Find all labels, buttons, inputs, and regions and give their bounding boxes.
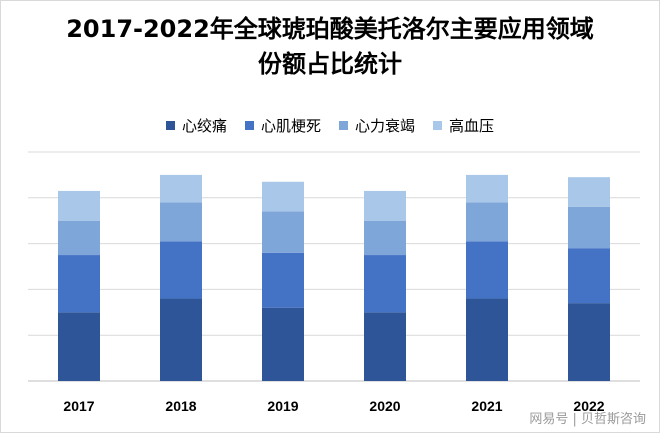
x-tick-label-2017: 2017 <box>63 398 94 414</box>
legend-swatch-hypertension <box>433 121 443 130</box>
bar-segment-2020-series-3 <box>364 190 406 221</box>
bar-segment-2019-series-2 <box>262 211 304 253</box>
legend-label-angina: 心绞痛 <box>181 117 227 135</box>
bar-segment-2019-series-3 <box>262 181 304 212</box>
bar-segment-2020-series-0 <box>364 312 406 381</box>
chart-title-line1: 2017-2022年全球琥珀酸美托洛尔主要应用领域 <box>66 15 594 43</box>
legend-swatch-myocardial-infarction <box>244 121 254 130</box>
bar-segment-2018-series-0 <box>160 298 202 381</box>
x-tick-label-2020: 2020 <box>369 398 400 414</box>
bar-segment-2020-series-1 <box>364 255 406 313</box>
bar-segment-2021-series-1 <box>466 241 508 299</box>
bar-segment-2020-series-2 <box>364 220 406 256</box>
bar-segment-2017-series-1 <box>58 255 100 313</box>
legend-label-myocardial-infarction: 心肌梗死 <box>260 117 321 135</box>
bar-segment-2022-series-2 <box>568 206 610 249</box>
bar-segment-2022-series-1 <box>568 248 610 304</box>
x-tick-label-2019: 2019 <box>267 398 298 414</box>
bar-segment-2021-series-0 <box>466 298 508 381</box>
legend-item-hypertension: 高血压 <box>433 115 494 136</box>
chart-title-line2: 份额占比统计 <box>258 50 402 78</box>
legend-item-angina: 心绞痛 <box>165 115 227 136</box>
legend-item-heart-failure: 心力衰竭 <box>339 115 415 136</box>
bar-segment-2017-series-3 <box>58 190 100 221</box>
bar-segment-2018-series-1 <box>160 241 202 299</box>
chart-legend: 心绞痛 心肌梗死 心力衰竭 高血压 <box>0 115 660 136</box>
bar-segment-2017-series-2 <box>58 220 100 256</box>
legend-swatch-angina <box>165 121 175 130</box>
x-tick-label-2018: 2018 <box>165 398 196 414</box>
bar-segment-2018-series-3 <box>160 174 202 203</box>
x-tick-label-2021: 2021 <box>471 398 502 414</box>
legend-item-myocardial-infarction: 心肌梗死 <box>244 115 321 136</box>
bar-segment-2019-series-0 <box>262 307 304 381</box>
legend-swatch-heart-failure <box>339 121 348 130</box>
legend-label-heart-failure: 心力衰竭 <box>355 117 416 135</box>
bar-segment-2022-series-0 <box>568 303 610 381</box>
chart-title: 2017-2022年全球琥珀酸美托洛尔主要应用领域 份额占比统计 <box>0 12 660 82</box>
legend-label-hypertension: 高血压 <box>449 117 495 135</box>
bar-segment-2021-series-3 <box>466 174 508 203</box>
bar-segment-2019-series-1 <box>262 252 304 308</box>
bar-segment-2021-series-2 <box>466 202 508 242</box>
watermark-text: 网易号 | 贝哲斯咨询 <box>529 412 646 427</box>
bar-segment-2018-series-2 <box>160 202 202 242</box>
bar-segment-2022-series-3 <box>568 177 610 207</box>
x-tick-label-2022: 2022 <box>573 398 604 414</box>
bar-segment-2017-series-0 <box>58 312 100 381</box>
